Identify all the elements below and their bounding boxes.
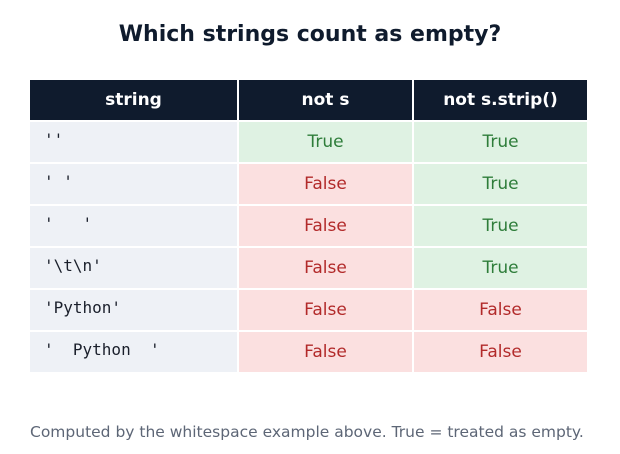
not-s-cell: False [239,248,412,288]
string-cell: ' ' [30,206,237,246]
not-s-cell: False [239,206,412,246]
string-cell: '\t\n' [30,248,237,288]
not-s-cell: False [239,290,412,330]
page-title: Which strings count as empty? [118,22,502,47]
string-cell: '' [30,122,237,162]
not-strip-cell: True [414,248,587,288]
not-strip-cell: True [414,122,587,162]
not-strip-cell: True [414,206,587,246]
table-row: 'Python' False False [30,290,587,330]
not-strip-cell: False [414,290,587,330]
not-s-cell: False [239,164,412,204]
not-strip-cell: False [414,332,587,372]
header-string: string [30,80,237,120]
header-not-strip: not s.strip() [414,80,587,120]
string-cell: 'Python' [30,290,237,330]
table-row: ' ' False True [30,164,587,204]
not-s-cell: False [239,332,412,372]
not-s-cell: True [239,122,412,162]
string-cell: ' Python ' [30,332,237,372]
table-header-row: string not s not s.strip() [30,80,587,120]
table-row: '\t\n' False True [30,248,587,288]
table-row: ' ' False True [30,206,587,246]
table-row: '' True True [30,122,587,162]
string-cell: ' ' [30,164,237,204]
empty-strings-table: string not s not s.strip() '' True True … [30,80,587,374]
header-not-s: not s [239,80,412,120]
not-strip-cell: True [414,164,587,204]
footnote: Computed by the whitespace example above… [30,423,584,441]
table-row: ' Python ' False False [30,332,587,372]
